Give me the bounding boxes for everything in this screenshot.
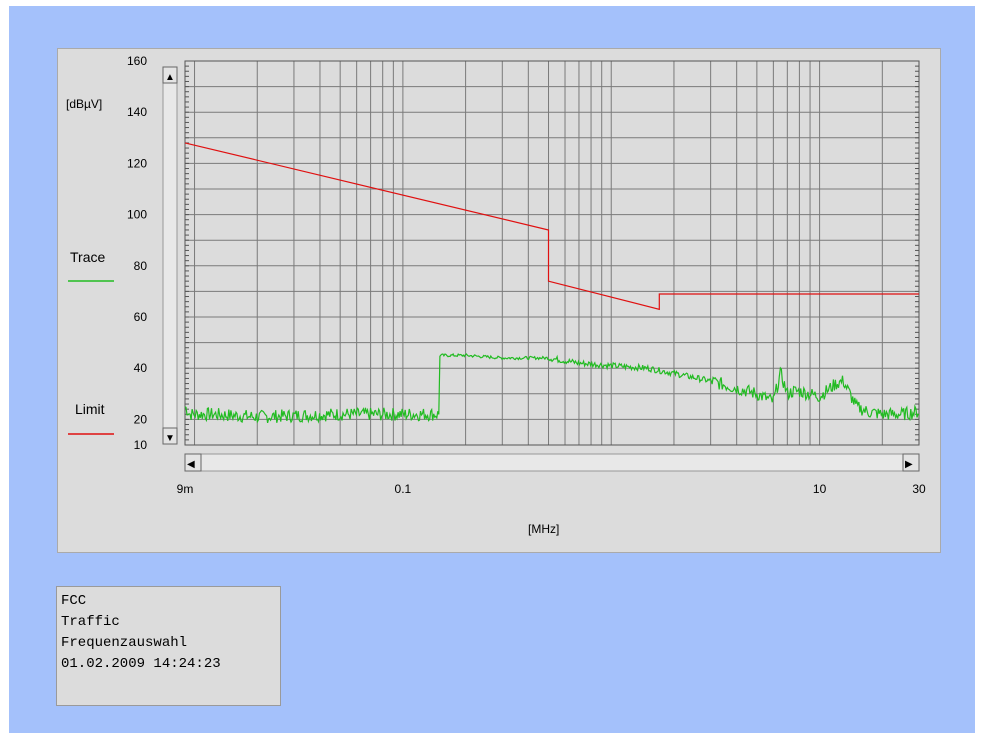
info-box: FCC Traffic Frequenzauswahl 01.02.2009 1… xyxy=(56,586,281,706)
y-tick-label: 60 xyxy=(134,310,148,324)
y-axis-label: [dBµV] xyxy=(66,97,102,111)
x-tick-label: 30 xyxy=(912,482,926,496)
vertical-scrollbar[interactable]: ▲ ▼ xyxy=(162,66,178,445)
scroll-left-arrow-icon[interactable]: ◀ xyxy=(187,459,195,470)
scrollbar-right-button[interactable] xyxy=(902,453,920,472)
info-timestamp: 01.02.2009 14:24:23 xyxy=(61,656,221,672)
scrollbar-down-button[interactable] xyxy=(162,427,178,445)
series-layer xyxy=(184,142,920,424)
horizontal-scrollbar[interactable]: ◀ ▶ xyxy=(184,453,920,472)
y-tick-label: 10 xyxy=(134,438,148,452)
scroll-down-arrow-icon[interactable]: ▼ xyxy=(165,433,175,444)
series-limit-line xyxy=(184,142,919,311)
scroll-up-arrow-icon[interactable]: ▲ xyxy=(165,72,175,83)
x-tick-labels: 9m 0.1 10 30 xyxy=(177,482,926,496)
plot-frame xyxy=(184,60,920,446)
y-tick-label: 20 xyxy=(134,412,148,426)
info-standard: FCC xyxy=(61,593,87,609)
grid xyxy=(184,60,920,445)
x-tick-label: 10 xyxy=(813,482,827,496)
scroll-right-arrow-icon[interactable]: ▶ xyxy=(905,459,913,470)
scrollbar-up-button[interactable] xyxy=(162,66,178,84)
legend-limit-label: Limit xyxy=(75,401,105,417)
info-test-name: Traffic xyxy=(61,614,120,630)
x-axis-label: [MHz] xyxy=(528,522,559,536)
y-tick-label: 100 xyxy=(127,208,147,222)
y-tick-label: 160 xyxy=(127,54,147,68)
y-tick-label: 120 xyxy=(127,156,147,170)
legend-trace-label: Trace xyxy=(70,249,105,265)
x-tick-label: 9m xyxy=(177,482,194,496)
scrollbar-left-button[interactable] xyxy=(184,453,202,472)
y-tick-label: 40 xyxy=(134,361,148,375)
series-trace-line xyxy=(184,352,920,424)
x-tick-label: 0.1 xyxy=(395,482,412,496)
info-mode: Frequenzauswahl xyxy=(61,635,188,651)
y-tick-label: 80 xyxy=(134,259,148,273)
y-tick-labels: 10 20 40 60 80 100 120 140 160 xyxy=(127,54,147,452)
y-tick-label: 140 xyxy=(127,105,147,119)
chart-panel: 10 20 40 60 80 100 120 140 160 9m 0.1 10 30 [dBµV] … xyxy=(57,48,941,553)
